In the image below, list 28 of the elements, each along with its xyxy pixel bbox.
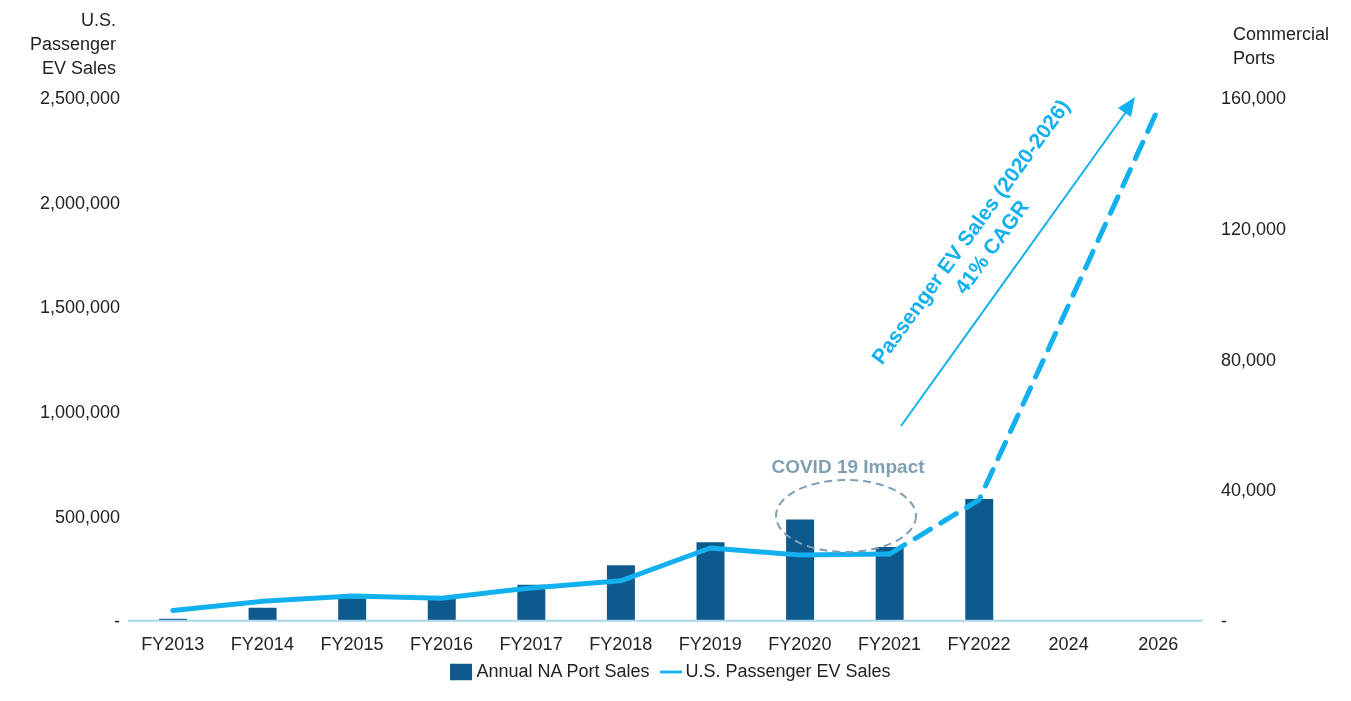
y-axis-title: U.S. Passenger EV Sales bbox=[28, 9, 116, 80]
y-tick-label: 2,500,000 bbox=[39, 88, 120, 109]
y-tick-label: 2,000,000 bbox=[39, 192, 120, 213]
x-tick-label: FY2013 bbox=[141, 633, 205, 654]
y-tick-label: 1,000,000 bbox=[39, 402, 120, 423]
x-tick-label: FY2020 bbox=[768, 633, 832, 654]
x-tick-label: FY2015 bbox=[320, 633, 384, 654]
annotation: COVID 19 Impact bbox=[771, 456, 926, 477]
x-tick-label: FY2016 bbox=[410, 633, 474, 654]
y2-tick-label: 40,000 bbox=[1221, 480, 1277, 501]
x-tick-label: FY2014 bbox=[230, 633, 294, 654]
y2-tick-label: - bbox=[1221, 611, 1227, 632]
y2-axis-title: Commercial Ports bbox=[1233, 23, 1330, 70]
legend-label: U.S. Passenger EV Sales bbox=[685, 660, 891, 681]
y-tick-label: - bbox=[114, 611, 120, 632]
x-tick-label: FY2018 bbox=[589, 633, 653, 654]
x-tick-label: 2024 bbox=[1048, 633, 1089, 654]
x-tick-label: FY2022 bbox=[947, 633, 1011, 654]
y2-tick-label: 160,000 bbox=[1221, 88, 1287, 109]
y2-tick-label: 80,000 bbox=[1221, 349, 1277, 370]
y-tick-label: 1,500,000 bbox=[39, 297, 120, 318]
x-tick-label: FY2021 bbox=[857, 633, 921, 654]
legend-label: Annual NA Port Sales bbox=[476, 660, 650, 681]
x-tick-label: 2026 bbox=[1138, 633, 1179, 654]
x-tick-label: FY2019 bbox=[678, 633, 742, 654]
x-tick-label: FY2017 bbox=[499, 633, 563, 654]
y2-tick-label: 120,000 bbox=[1221, 219, 1287, 240]
y-tick-label: 500,000 bbox=[54, 506, 120, 527]
